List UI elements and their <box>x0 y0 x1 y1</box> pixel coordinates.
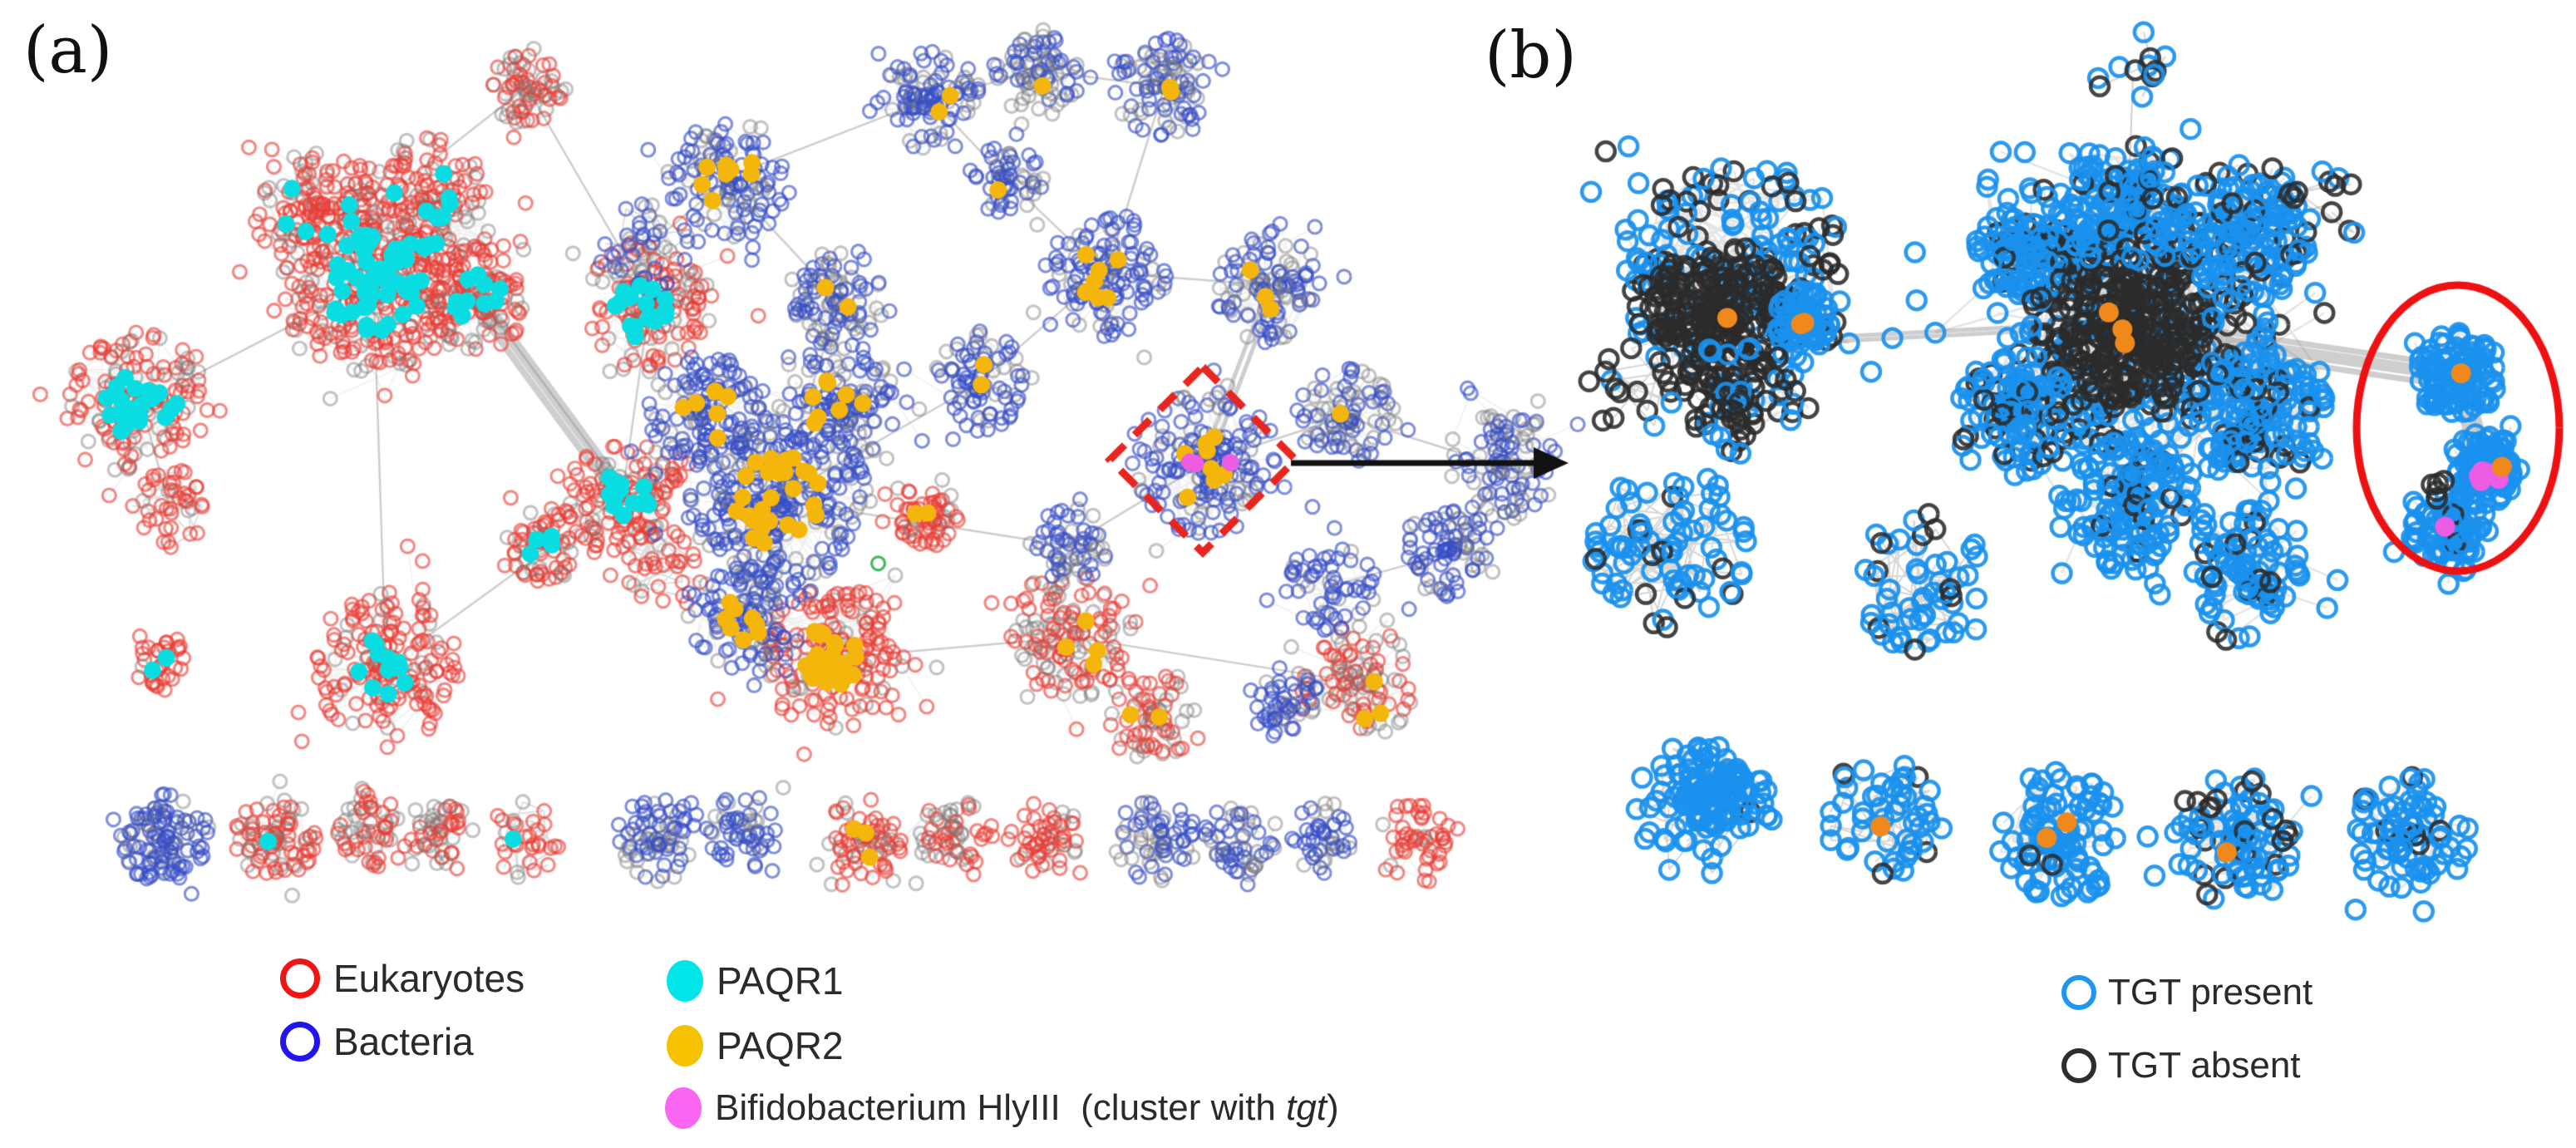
paqr1-dot-icon <box>667 960 703 1002</box>
legend-item-paqr2: PAQR2 <box>667 1023 844 1068</box>
legend-label: TGT absent <box>2108 1045 2301 1086</box>
legend-label: TGT present <box>2108 972 2313 1013</box>
legend-label-italic: tgt <box>1286 1087 1327 1128</box>
tgt-absent-ring-icon <box>2061 1048 2096 1083</box>
legend-label: Eukaryotes <box>333 957 525 1000</box>
panel-b-label: (b) <box>1485 18 1577 93</box>
legend-label-suffix: ) <box>1327 1087 1339 1128</box>
legend-item-tgt-absent: TGT absent <box>2061 1045 2301 1086</box>
legend-item-tgt-present: TGT present <box>2061 972 2312 1013</box>
legend-label: Bifidobacterium HlyIII (cluster with tgt… <box>715 1087 1339 1129</box>
bifidobacterium-dot-icon <box>665 1087 702 1129</box>
legend-label: PAQR2 <box>717 1024 844 1067</box>
legend-item-eukaryotes: Eukaryotes <box>280 956 525 1001</box>
legend-item-bacteria: Bacteria <box>280 1019 474 1064</box>
paqr2-dot-icon <box>667 1025 703 1067</box>
legend-label-text: Bifidobacterium HlyIII (cluster with <box>715 1087 1287 1128</box>
legend-label: Bacteria <box>333 1020 474 1063</box>
bacteria-ring-icon <box>280 1022 320 1062</box>
legend-item-bifidobacterium-hlyiii: Bifidobacterium HlyIII (cluster with tgt… <box>665 1087 1339 1129</box>
eukaryotes-ring-icon <box>280 958 320 998</box>
panel-a-label: (a) <box>23 13 113 88</box>
tgt-present-ring-icon <box>2061 975 2096 1010</box>
legend-label: PAQR1 <box>717 959 844 1003</box>
legend-item-paqr1: PAQR1 <box>667 958 844 1003</box>
